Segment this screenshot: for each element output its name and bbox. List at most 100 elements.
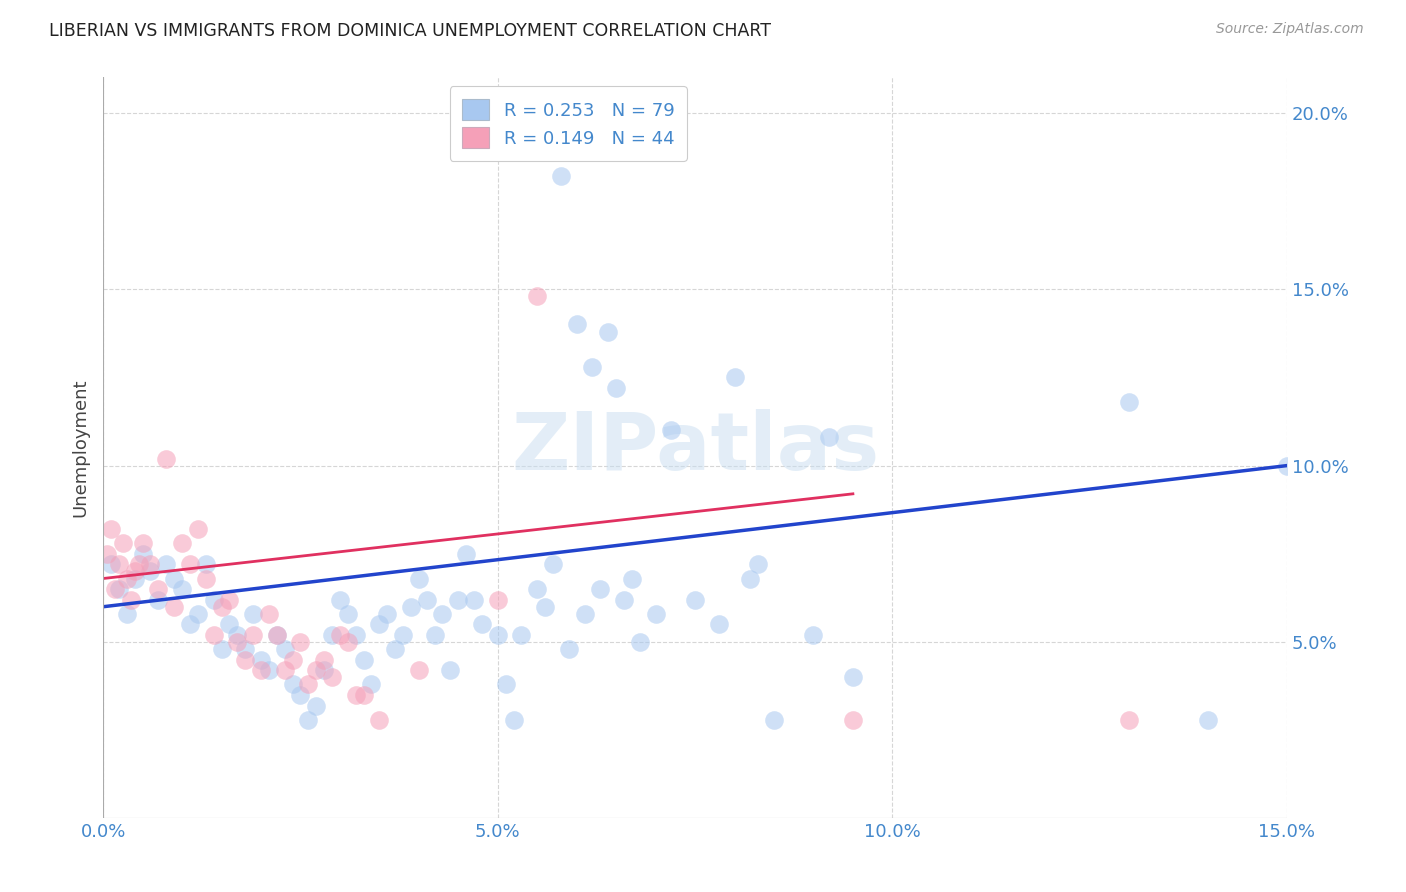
Point (740, 572, 762, 586)
Point (179, 558, 201, 572)
Point (108, 582, 131, 596)
Point (290, 635, 312, 649)
Point (439, 663, 461, 677)
Point (368, 713, 391, 727)
Point (131, 536, 153, 550)
Text: LIBERIAN VS IMMIGRANTS FROM DOMINICA UNEMPLOYMENT CORRELATION CHART: LIBERIAN VS IMMIGRANTS FROM DOMINICA UNE… (49, 22, 772, 40)
Point (281, 653, 304, 667)
Point (344, 688, 367, 702)
Point (250, 653, 273, 667)
Point (818, 430, 841, 444)
Point (194, 558, 217, 572)
Point (187, 522, 209, 536)
Point (226, 628, 249, 642)
Point (368, 617, 391, 632)
Point (336, 635, 359, 649)
Point (202, 592, 225, 607)
Point (613, 592, 636, 607)
Point (598, 325, 620, 339)
Point (628, 635, 651, 649)
Point (842, 713, 865, 727)
Point (747, 558, 769, 572)
Point (495, 677, 517, 691)
Point (463, 592, 485, 607)
Point (581, 359, 603, 374)
Point (353, 688, 375, 702)
Point (574, 607, 596, 621)
Point (456, 547, 478, 561)
Point (148, 582, 170, 596)
Point (242, 607, 264, 621)
Point (432, 607, 454, 621)
Point (266, 628, 288, 642)
Point (202, 628, 225, 642)
Point (218, 617, 240, 632)
Point (644, 607, 666, 621)
Point (589, 582, 612, 596)
Legend: R = 0.253   N = 79, R = 0.149   N = 44: R = 0.253 N = 79, R = 0.149 N = 44 (450, 87, 688, 161)
Point (344, 628, 367, 642)
Point (163, 572, 186, 586)
Point (139, 565, 162, 579)
Point (534, 599, 557, 614)
Point (226, 635, 249, 649)
Point (100, 558, 122, 572)
Point (115, 572, 138, 586)
Point (179, 617, 201, 632)
Point (408, 572, 430, 586)
Point (257, 663, 280, 677)
Point (842, 670, 865, 684)
Point (211, 642, 233, 657)
Point (375, 607, 398, 621)
Point (211, 599, 233, 614)
Point (423, 628, 446, 642)
Y-axis label: Unemployment: Unemployment (72, 379, 89, 517)
Text: Source: ZipAtlas.com: Source: ZipAtlas.com (1216, 22, 1364, 37)
Point (314, 663, 336, 677)
Point (392, 628, 415, 642)
Point (218, 592, 240, 607)
Point (661, 423, 683, 437)
Point (139, 558, 162, 572)
Point (148, 592, 170, 607)
Point (305, 663, 328, 677)
Point (605, 381, 627, 395)
Point (124, 565, 146, 579)
Point (321, 670, 343, 684)
Point (321, 628, 343, 642)
Point (170, 536, 193, 550)
Point (96, 547, 118, 561)
Point (108, 558, 131, 572)
Point (803, 628, 825, 642)
Point (155, 558, 177, 572)
Point (242, 628, 264, 642)
Point (233, 653, 256, 667)
Point (526, 582, 548, 596)
Text: ZIPatlas: ZIPatlas (510, 409, 879, 487)
Point (360, 677, 382, 691)
Point (290, 688, 312, 702)
Point (273, 663, 295, 677)
Point (329, 628, 352, 642)
Point (266, 628, 288, 642)
Point (314, 653, 336, 667)
Point (170, 582, 193, 596)
Point (163, 599, 186, 614)
Point (384, 642, 406, 657)
Point (120, 592, 142, 607)
Point (104, 582, 127, 596)
Point (233, 642, 256, 657)
Point (1197, 713, 1219, 727)
Point (762, 713, 785, 727)
Point (399, 599, 422, 614)
Point (329, 592, 352, 607)
Point (558, 642, 581, 657)
Point (305, 698, 328, 713)
Point (155, 451, 177, 466)
Point (131, 547, 153, 561)
Point (100, 522, 122, 536)
Point (486, 592, 509, 607)
Point (297, 677, 319, 691)
Point (415, 592, 437, 607)
Point (723, 370, 745, 384)
